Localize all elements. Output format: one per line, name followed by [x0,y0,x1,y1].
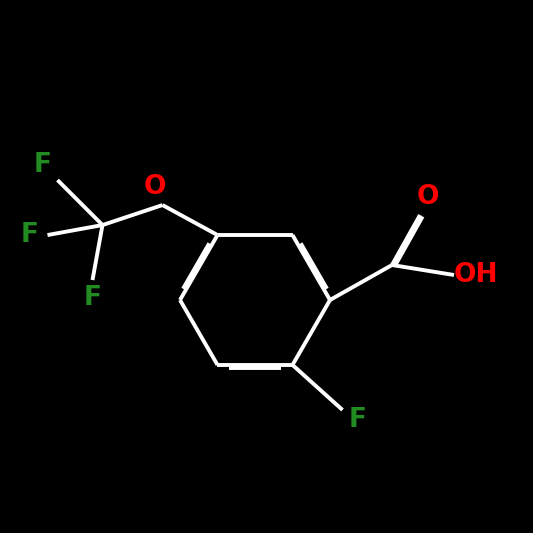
Text: F: F [84,285,101,311]
Text: F: F [20,222,38,248]
Text: OH: OH [454,262,498,288]
Text: O: O [417,184,439,210]
Text: O: O [143,174,166,200]
Text: F: F [349,407,367,433]
Text: F: F [34,152,52,178]
